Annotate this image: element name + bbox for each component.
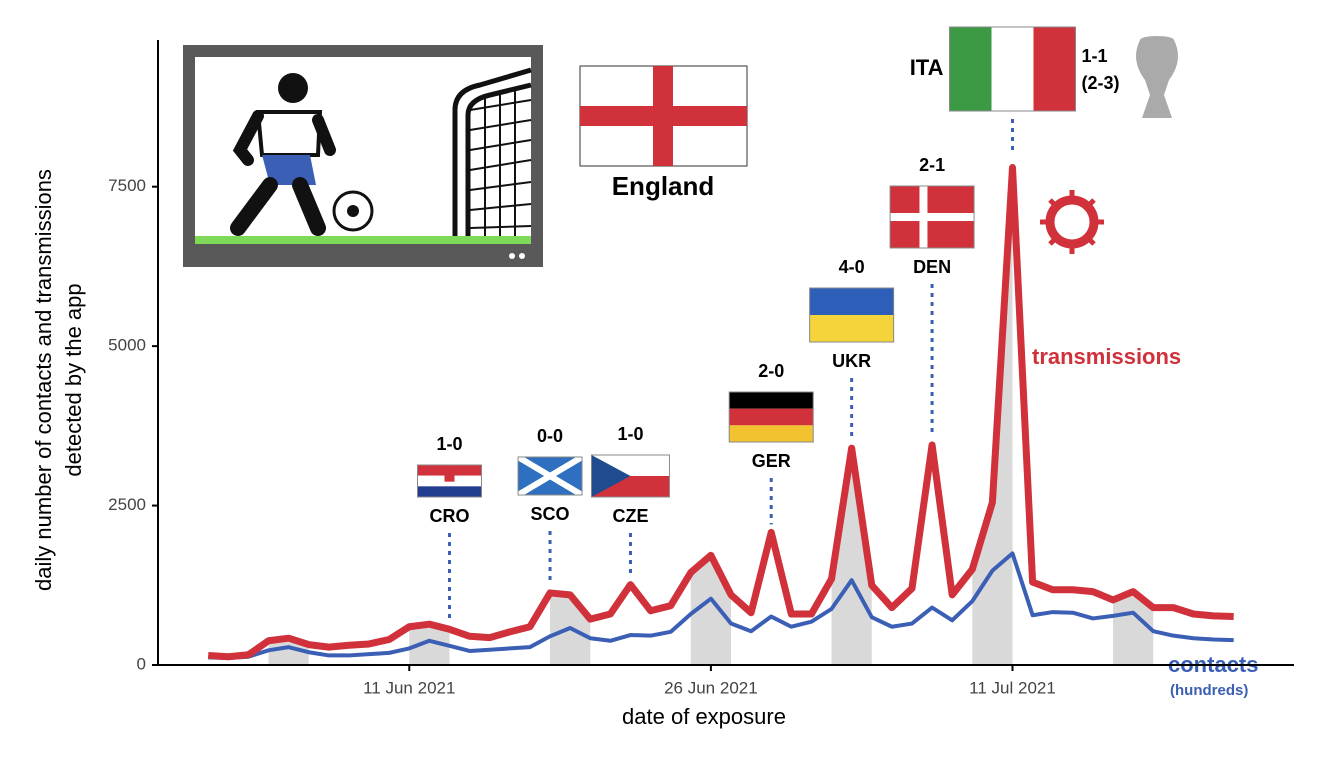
match-score: 1-0: [617, 424, 643, 444]
weekend-shade: [831, 448, 872, 665]
y-tick-label: 0: [137, 654, 146, 673]
flag-part: [729, 425, 814, 442]
match-opponent: CZE: [612, 506, 648, 526]
match-score: 2-0: [758, 361, 784, 381]
y-axis-label: daily number of contacts and transmissio…: [31, 169, 56, 591]
x-tick-label: 11 Jul 2021: [969, 678, 1056, 697]
y-tick-label: 5000: [108, 336, 146, 355]
x-tick-label: 26 Jun 2021: [664, 678, 758, 697]
x-tick-label: 11 Jun 2021: [363, 678, 455, 697]
flag-part: [417, 486, 482, 497]
england-flag: [579, 65, 748, 167]
flag-part: [516, 454, 584, 498]
flag-border: [417, 464, 482, 498]
flag-part: [919, 186, 928, 248]
team-name: England: [612, 171, 715, 201]
series-line: [208, 551, 1234, 660]
flag-part: [729, 408, 814, 426]
flag: [809, 287, 895, 343]
match-opponent: DEN: [913, 257, 951, 277]
flag-border: [949, 26, 1076, 112]
match-opponent: GER: [752, 451, 791, 471]
flag-border: [728, 391, 814, 443]
illustration: [183, 45, 543, 267]
match-score: 0-0: [537, 426, 563, 446]
flag: [417, 464, 482, 498]
match-score: 4-0: [839, 257, 865, 277]
series-label: transmissions: [1032, 344, 1181, 369]
flag-part: [809, 288, 894, 315]
virus-icon: [1040, 190, 1104, 254]
flag-border: [889, 185, 975, 249]
flag-part: [729, 392, 814, 409]
match-score: 1-0: [436, 434, 462, 454]
y-tick-label: 7500: [108, 176, 146, 195]
match-score: 2-1: [919, 155, 945, 175]
flag: [590, 454, 670, 498]
flag-part: [1033, 27, 1076, 111]
series-line: [207, 164, 1234, 661]
x-axis-label: date of exposure: [622, 704, 786, 729]
flag-part: [809, 315, 894, 342]
match-opponent: UKR: [832, 351, 871, 371]
flag: [728, 391, 814, 443]
match-penalties: (2-3): [1082, 73, 1120, 93]
flag: [949, 26, 1076, 112]
flag-part: [991, 27, 1034, 111]
flag-border: [809, 287, 895, 343]
match-opponent: CRO: [430, 506, 470, 526]
series-unit: (hundreds): [1170, 682, 1248, 699]
flag-part: [444, 469, 455, 482]
weekend-shade: [409, 624, 450, 665]
flag: [516, 454, 584, 498]
trophy-icon: [1136, 36, 1178, 118]
match-opponent: ITA: [910, 55, 944, 80]
flag-part: [890, 213, 975, 221]
y-axis-label: detected by the app: [61, 283, 86, 476]
flag-border: [590, 454, 670, 498]
flag: [889, 185, 975, 249]
flag-part: [949, 27, 992, 111]
match-opponent: SCO: [531, 504, 570, 524]
match-score: 1-1: [1082, 46, 1108, 66]
y-tick-label: 2500: [108, 495, 146, 514]
flag-part: [591, 455, 631, 497]
flag-border: [517, 456, 583, 496]
weekend-shade: [1113, 591, 1154, 665]
